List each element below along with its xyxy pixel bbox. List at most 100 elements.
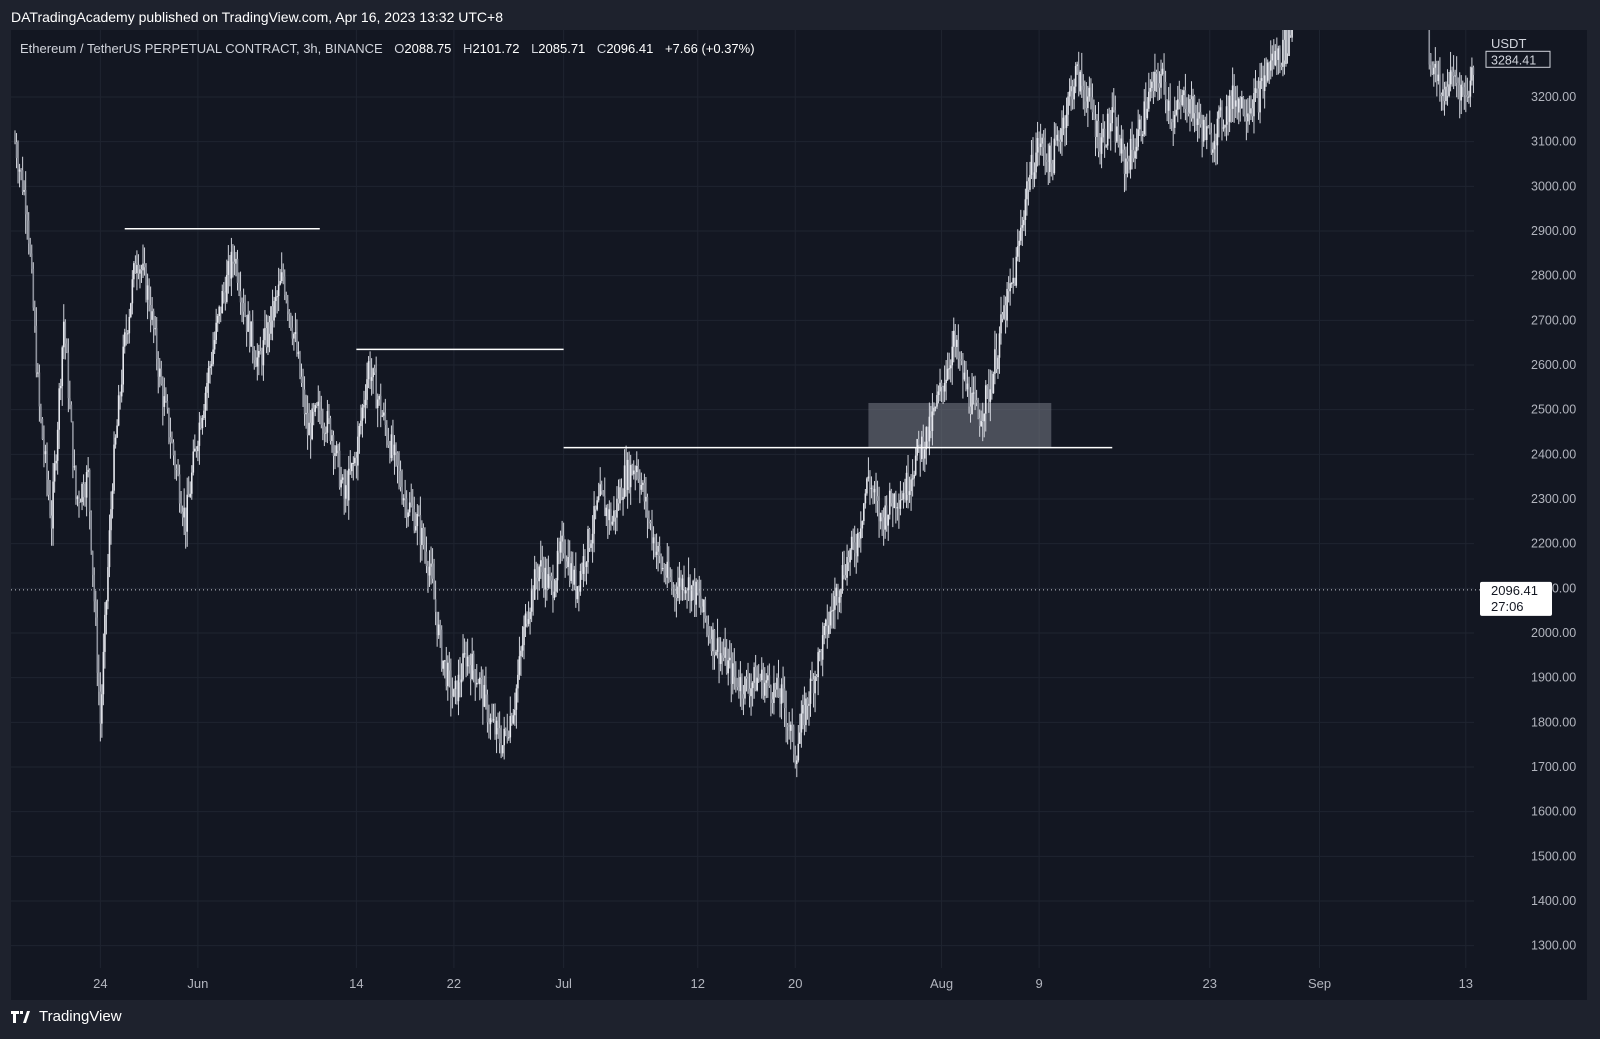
candle-body	[590, 543, 592, 548]
candle-body	[887, 514, 890, 526]
candle-body	[611, 521, 614, 525]
candle-body	[349, 468, 352, 472]
candle-body	[882, 517, 885, 530]
candle-body	[745, 676, 748, 679]
candle-body	[273, 301, 275, 321]
candle-body	[1128, 161, 1130, 170]
candle-body	[72, 421, 74, 468]
candle-body	[544, 567, 547, 590]
candle-body	[79, 501, 82, 503]
candle-body	[21, 170, 24, 192]
highlight-zone[interactable]	[868, 402, 1052, 448]
candle-body	[741, 677, 743, 695]
candle-body	[34, 307, 36, 326]
candle-body	[1090, 87, 1092, 98]
candle-body	[1248, 113, 1251, 115]
candle-body	[792, 726, 795, 755]
candle-body	[805, 698, 807, 726]
candle-body	[972, 392, 975, 394]
candle-body	[849, 549, 851, 563]
x-tick-label: 9	[1035, 976, 1042, 991]
candle-body	[687, 577, 690, 591]
candle-body	[338, 450, 341, 488]
candle-body	[834, 596, 836, 610]
candle-body	[873, 489, 876, 493]
candle-body	[1212, 149, 1214, 153]
candle-body	[902, 493, 905, 500]
candle-body	[1251, 108, 1254, 117]
candle-body	[248, 314, 251, 347]
candle-body	[866, 478, 868, 494]
candle-body	[91, 551, 94, 575]
candle-body	[794, 754, 797, 765]
candle-body	[276, 296, 278, 298]
candle-body	[1026, 181, 1028, 200]
candle-body	[413, 508, 416, 531]
candle-body	[59, 385, 62, 389]
candle-body	[404, 498, 406, 500]
candle-body	[1269, 60, 1272, 71]
candle-body	[841, 565, 844, 589]
candle-body	[735, 676, 737, 678]
candle-body	[50, 515, 53, 529]
candle-body	[509, 716, 512, 738]
candle-body	[489, 718, 492, 725]
candle-body	[1286, 30, 1289, 54]
chart-canvas[interactable]: 1300.00 1400.00 1500.00 1600.00 1700.00 1800.…	[11, 30, 1587, 1000]
price-axis[interactable]	[1475, 30, 1587, 1000]
candle-body	[322, 425, 324, 427]
candle-body	[928, 416, 931, 442]
candle-body	[448, 662, 451, 671]
candle-body	[1436, 63, 1438, 81]
candle-body	[415, 526, 417, 531]
candle-body	[975, 400, 978, 403]
candle-body	[366, 379, 368, 400]
candle-body	[1199, 112, 1202, 125]
candle-body	[239, 291, 242, 303]
candle-body	[1181, 95, 1184, 106]
candle-body	[335, 445, 338, 454]
candle-body	[44, 451, 47, 455]
candle-body	[803, 704, 806, 726]
candle-body	[1099, 151, 1101, 154]
candle-body	[948, 368, 950, 370]
candle-body	[219, 306, 222, 314]
candle-body	[386, 425, 388, 441]
candle-body	[859, 528, 862, 539]
candle-body	[907, 472, 909, 495]
brand[interactable]: TradingView	[11, 1008, 122, 1025]
candle-body	[1135, 146, 1138, 152]
candle-body	[568, 556, 571, 581]
chart-panel[interactable]: 1300.00 1400.00 1500.00 1600.00 1700.00 1800.…	[11, 30, 1587, 1000]
candle-body	[78, 496, 80, 502]
candle-body	[346, 485, 349, 501]
candle-body	[520, 650, 522, 657]
symbol-name[interactable]: Ethereum / TetherUS PERPETUAL CONTRACT, …	[20, 41, 383, 56]
candle-body	[984, 385, 987, 414]
candle-body	[206, 382, 208, 393]
candle-body	[617, 498, 620, 504]
candle-body	[305, 412, 307, 415]
candle-body	[163, 396, 166, 407]
candle-body	[1221, 107, 1223, 128]
candle-body	[934, 406, 937, 408]
candle-body	[1048, 145, 1051, 173]
candle-body	[410, 502, 413, 506]
candle-body	[706, 618, 708, 625]
candle-body	[1029, 174, 1031, 190]
candle-body	[1068, 91, 1071, 97]
candle-body	[994, 349, 996, 374]
candle-body	[491, 718, 493, 721]
candle-body	[328, 411, 330, 419]
candle-body	[318, 401, 321, 411]
candle-body	[1126, 158, 1129, 162]
candle-body	[937, 391, 940, 396]
candle-body	[553, 591, 556, 598]
candle-body	[442, 660, 445, 669]
candle-body	[693, 580, 696, 605]
time-axis[interactable]	[11, 968, 1474, 1000]
candle-body	[1062, 117, 1065, 129]
candle-body	[440, 629, 443, 669]
candle-body	[610, 509, 612, 525]
candle-body	[395, 444, 397, 453]
